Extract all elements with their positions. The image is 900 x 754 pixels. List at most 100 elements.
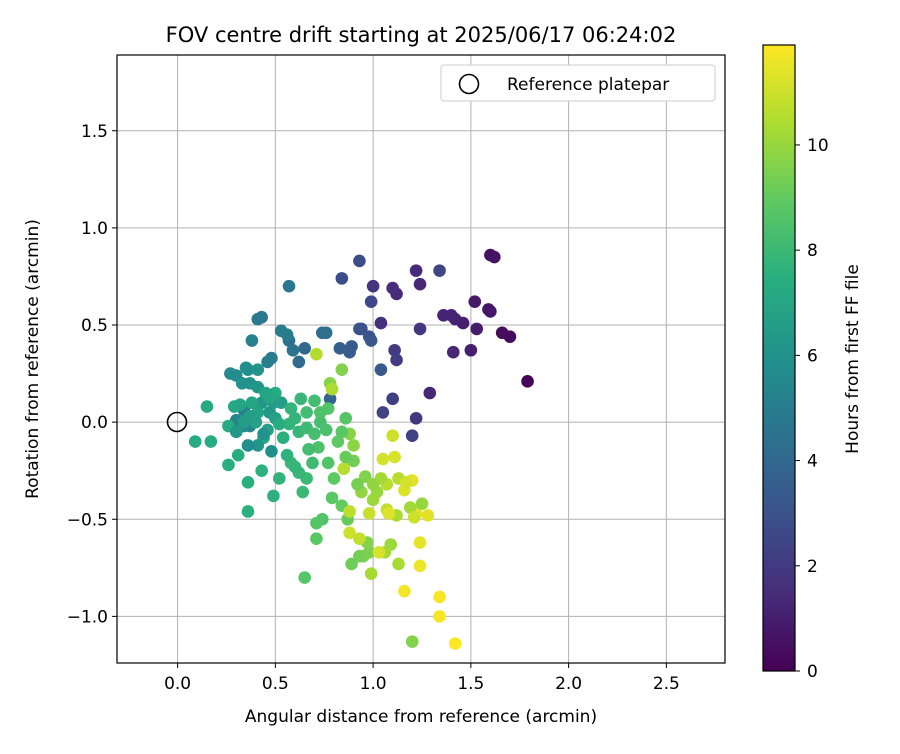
data-point	[337, 462, 351, 476]
colorbar-label: Hours from first FF file	[843, 264, 863, 454]
data-point	[200, 400, 214, 413]
data-point	[353, 254, 366, 268]
data-point	[468, 295, 482, 308]
data-point	[310, 516, 323, 530]
colorbar-tick-label: 6	[807, 346, 818, 366]
legend-box	[440, 64, 716, 102]
data-point	[362, 507, 376, 520]
legend-marker-icon	[458, 73, 480, 95]
data-point	[386, 281, 399, 295]
data-point	[390, 353, 403, 367]
y-tick-label: 0.5	[81, 316, 108, 336]
data-point	[241, 505, 255, 518]
data-point	[339, 411, 353, 425]
x-tick-label: 0.0	[164, 674, 191, 694]
colorbar-tick-label: 2	[807, 557, 818, 577]
data-point	[433, 610, 446, 623]
legend: Reference platepar	[440, 64, 716, 102]
data-point	[241, 476, 255, 489]
data-point	[276, 431, 290, 444]
data-point	[403, 501, 417, 514]
data-point	[335, 272, 349, 285]
x-tick-label: 2.0	[555, 674, 582, 694]
x-tick-label: 1.0	[360, 674, 387, 694]
colorbar-ticks: 0 2 4 6 8 10	[795, 136, 829, 682]
data-point	[310, 532, 323, 545]
y-tick-label: 1.5	[81, 122, 108, 142]
data-point	[321, 456, 335, 470]
data-point	[231, 448, 245, 462]
data-point	[405, 635, 419, 648]
data-point	[409, 411, 423, 425]
colorbar-tick-label: 8	[807, 241, 818, 261]
data-point	[241, 439, 255, 452]
x-axis-ticks: 0.0 0.5 1.0 1.5 2.0 2.5	[164, 663, 680, 694]
data-point	[448, 637, 462, 650]
data-point	[343, 345, 356, 359]
data-point	[484, 305, 497, 318]
data-point	[335, 425, 349, 439]
data-point	[327, 472, 341, 485]
data-point	[288, 460, 302, 474]
x-tick-label: 0.5	[262, 674, 289, 694]
data-point	[222, 458, 235, 472]
data-point	[345, 557, 358, 571]
data-point	[272, 472, 286, 485]
data-point	[366, 493, 380, 507]
data-point	[265, 444, 278, 458]
data-point	[366, 477, 380, 491]
data-point	[376, 452, 390, 466]
data-point	[495, 326, 509, 340]
colorbar-tick-label: 10	[807, 136, 829, 156]
data-point	[245, 396, 259, 410]
data-point	[423, 386, 437, 400]
data-point	[398, 584, 411, 598]
data-point	[306, 456, 319, 470]
data-point	[400, 476, 413, 489]
data-point	[446, 345, 460, 359]
data-point	[353, 532, 366, 545]
data-point	[464, 343, 478, 357]
data-point	[188, 435, 202, 448]
data-point	[343, 505, 356, 518]
data-point	[333, 342, 347, 355]
data-point	[298, 571, 311, 584]
data-point	[284, 402, 298, 415]
data-points	[188, 248, 534, 650]
y-tick-label: −1.0	[67, 607, 108, 627]
data-point	[325, 382, 339, 396]
data-point	[433, 264, 446, 277]
data-point	[343, 526, 356, 540]
data-point	[319, 423, 333, 437]
data-point	[372, 545, 386, 559]
data-point	[353, 322, 366, 336]
data-point	[261, 355, 274, 369]
data-point	[310, 347, 323, 361]
data-point	[413, 277, 427, 291]
data-point	[292, 355, 306, 369]
data-point	[282, 279, 296, 293]
data-point	[433, 590, 446, 604]
y-tick-label: 1.0	[81, 219, 108, 239]
data-point	[274, 396, 288, 410]
data-point	[319, 326, 333, 340]
data-point	[308, 394, 321, 408]
data-point	[437, 308, 450, 322]
data-point	[362, 545, 376, 559]
data-point	[257, 427, 270, 441]
data-point	[386, 392, 399, 406]
data-point	[296, 485, 310, 499]
data-point	[364, 295, 378, 308]
data-point	[294, 392, 308, 406]
data-point	[339, 450, 353, 464]
data-point	[245, 334, 259, 347]
y-tick-label: −0.5	[67, 510, 108, 530]
x-tick-label: 1.5	[457, 674, 484, 694]
data-point	[237, 415, 251, 429]
data-point	[388, 450, 401, 464]
data-point	[364, 334, 378, 347]
data-point	[392, 557, 405, 571]
data-point	[364, 567, 378, 580]
